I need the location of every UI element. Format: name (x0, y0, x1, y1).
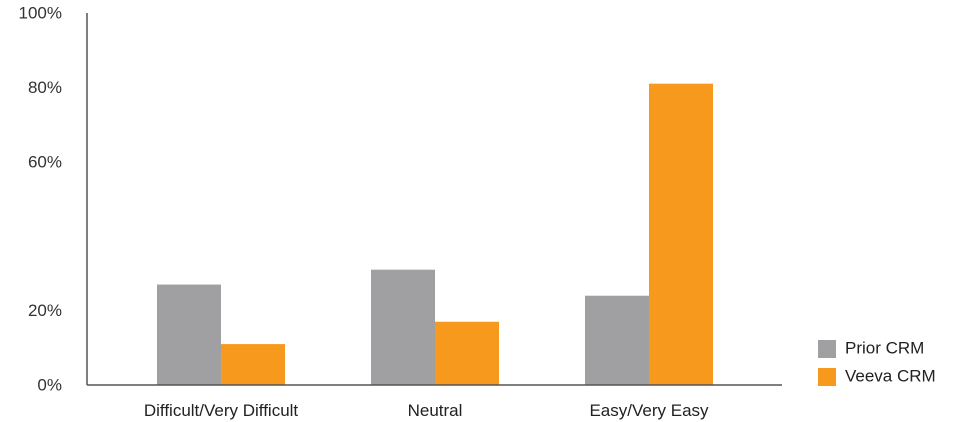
legend-swatch (818, 368, 836, 386)
y-axis-ticks: 0% 20% 60% 80% 100% (19, 3, 62, 394)
y-tick-label: 100% (19, 3, 62, 22)
bar-veeva-crm (649, 83, 713, 386)
legend-label: Prior CRM (845, 338, 924, 357)
legend-label: Veeva CRM (845, 366, 936, 385)
y-tick-label: 60% (28, 152, 62, 171)
bars (157, 83, 713, 386)
y-tick-label: 80% (28, 78, 62, 97)
bar-prior-crm (371, 269, 435, 385)
legend: Prior CRM Veeva CRM (818, 338, 936, 386)
bar-prior-crm (585, 295, 649, 385)
x-tick-label: Difficult/Very Difficult (144, 401, 299, 420)
bar-veeva-crm (221, 344, 285, 385)
x-axis-labels: Difficult/Very Difficult Neutral Easy/Very… (144, 401, 709, 420)
x-tick-label: Easy/Very Easy (589, 401, 709, 420)
x-tick-label: Neutral (408, 401, 463, 420)
legend-swatch (818, 340, 836, 358)
y-tick-label: 0% (37, 375, 62, 394)
bar-prior-crm (157, 284, 221, 385)
bar-veeva-crm (435, 321, 499, 385)
y-tick-label: 20% (28, 301, 62, 320)
